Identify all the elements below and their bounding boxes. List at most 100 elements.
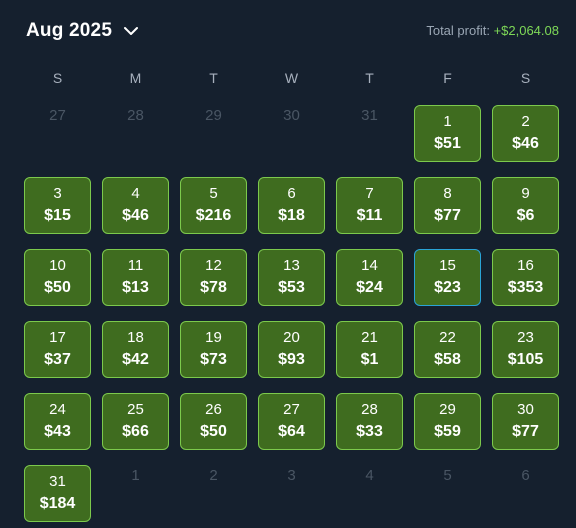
day-number: 2 xyxy=(521,113,530,130)
calendar-day-outside-month: 5 xyxy=(414,465,481,522)
month-label: Aug 2025 xyxy=(26,20,113,41)
day-number: 13 xyxy=(283,257,300,274)
chevron-down-icon xyxy=(122,22,140,40)
day-profit: $51 xyxy=(434,135,461,152)
day-number: 23 xyxy=(517,329,534,346)
calendar-day-outside-month: 30 xyxy=(258,105,325,162)
day-number: 16 xyxy=(517,257,534,274)
day-profit: $11 xyxy=(356,207,383,224)
calendar-day-31[interactable]: 31 $184 xyxy=(24,465,91,522)
calendar-day-21[interactable]: 21 $1 xyxy=(336,321,403,378)
calendar-day-outside-month: 29 xyxy=(180,105,247,162)
calendar-day-18[interactable]: 18 $42 xyxy=(102,321,169,378)
day-number: 4 xyxy=(365,467,374,484)
calendar-day-11[interactable]: 11 $13 xyxy=(102,249,169,306)
day-number: 6 xyxy=(521,467,530,484)
day-number: 28 xyxy=(361,401,378,418)
day-profit: $18 xyxy=(278,207,305,224)
calendar-day-outside-month: 2 xyxy=(180,465,247,522)
calendar-day-10[interactable]: 10 $50 xyxy=(24,249,91,306)
day-profit: $105 xyxy=(507,351,544,368)
calendar-day-6[interactable]: 6 $18 xyxy=(258,177,325,234)
calendar-day-5[interactable]: 5 $216 xyxy=(180,177,247,234)
calendar-day-30[interactable]: 30 $77 xyxy=(492,393,559,450)
calendar-day-outside-month: 28 xyxy=(102,105,169,162)
day-number: 8 xyxy=(443,185,452,202)
day-number: 17 xyxy=(49,329,66,346)
day-profit: $33 xyxy=(356,423,383,440)
calendar-day-outside-month: 4 xyxy=(336,465,403,522)
day-profit: $184 xyxy=(39,495,76,512)
day-number: 1 xyxy=(131,467,140,484)
weekday-header: S xyxy=(520,70,531,86)
day-number: 31 xyxy=(361,107,378,124)
day-profit: $64 xyxy=(278,423,305,440)
calendar-day-28[interactable]: 28 $33 xyxy=(336,393,403,450)
calendar-day-27[interactable]: 27 $64 xyxy=(258,393,325,450)
calendar-day-19[interactable]: 19 $73 xyxy=(180,321,247,378)
day-number: 5 xyxy=(443,467,452,484)
calendar-day-outside-month: 3 xyxy=(258,465,325,522)
calendar-day-16[interactable]: 16 $353 xyxy=(492,249,559,306)
day-number: 2 xyxy=(209,467,218,484)
weekday-header: W xyxy=(284,70,299,86)
day-profit: $42 xyxy=(122,351,149,368)
day-number: 28 xyxy=(127,107,144,124)
day-profit: $77 xyxy=(512,423,539,440)
day-number: 3 xyxy=(287,467,296,484)
day-profit: $46 xyxy=(512,135,539,152)
day-profit: $43 xyxy=(44,423,71,440)
day-profit: $78 xyxy=(200,279,227,296)
day-number: 21 xyxy=(361,329,378,346)
calendar-day-outside-month: 6 xyxy=(492,465,559,522)
day-number: 11 xyxy=(127,257,144,274)
day-number: 27 xyxy=(283,401,300,418)
day-number: 29 xyxy=(439,401,456,418)
month-selector[interactable]: Aug 2025 xyxy=(26,19,140,43)
day-profit: $353 xyxy=(507,279,544,296)
calendar-day-9[interactable]: 9 $6 xyxy=(492,177,559,234)
calendar-day-23[interactable]: 23 $105 xyxy=(492,321,559,378)
calendar-day-15[interactable]: 15 $23 xyxy=(414,249,481,306)
day-number: 29 xyxy=(205,107,222,124)
calendar-day-8[interactable]: 8 $77 xyxy=(414,177,481,234)
calendar-day-25[interactable]: 25 $66 xyxy=(102,393,169,450)
calendar-day-29[interactable]: 29 $59 xyxy=(414,393,481,450)
day-profit: $24 xyxy=(356,279,383,296)
calendar-day-outside-month: 1 xyxy=(102,465,169,522)
calendar-day-7[interactable]: 7 $11 xyxy=(336,177,403,234)
calendar-day-1[interactable]: 1 $51 xyxy=(414,105,481,162)
calendar-day-4[interactable]: 4 $46 xyxy=(102,177,169,234)
calendar-day-2[interactable]: 2 $46 xyxy=(492,105,559,162)
day-profit: $66 xyxy=(122,423,149,440)
day-number: 12 xyxy=(205,257,222,274)
calendar-day-22[interactable]: 22 $58 xyxy=(414,321,481,378)
day-profit: $50 xyxy=(44,279,71,296)
weekday-header: M xyxy=(129,70,142,86)
calendar-day-3[interactable]: 3 $15 xyxy=(24,177,91,234)
calendar-day-26[interactable]: 26 $50 xyxy=(180,393,247,450)
calendar-day-12[interactable]: 12 $78 xyxy=(180,249,247,306)
day-number: 30 xyxy=(283,107,300,124)
day-profit: $53 xyxy=(278,279,305,296)
weekday-header: F xyxy=(443,70,452,86)
day-number: 26 xyxy=(205,401,222,418)
day-profit: $13 xyxy=(122,279,149,296)
calendar-day-13[interactable]: 13 $53 xyxy=(258,249,325,306)
day-profit: $6 xyxy=(516,207,535,224)
day-number: 4 xyxy=(131,185,140,202)
total-profit: Total profit: +$2,064.08 xyxy=(426,23,559,38)
day-number: 20 xyxy=(283,329,300,346)
calendar-day-20[interactable]: 20 $93 xyxy=(258,321,325,378)
calendar-day-14[interactable]: 14 $24 xyxy=(336,249,403,306)
calendar-day-17[interactable]: 17 $37 xyxy=(24,321,91,378)
day-number: 10 xyxy=(49,257,66,274)
day-profit: $1 xyxy=(360,351,379,368)
calendar-day-24[interactable]: 24 $43 xyxy=(24,393,91,450)
weekday-header: S xyxy=(52,70,63,86)
day-number: 22 xyxy=(439,329,456,346)
day-number: 24 xyxy=(49,401,66,418)
day-number: 9 xyxy=(521,185,530,202)
day-profit: $93 xyxy=(278,351,305,368)
day-number: 15 xyxy=(439,257,456,274)
